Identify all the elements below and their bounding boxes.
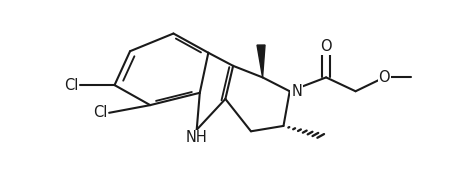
Text: Cl: Cl: [64, 78, 78, 93]
Text: O: O: [378, 70, 390, 85]
Text: Cl: Cl: [93, 105, 107, 120]
Polygon shape: [257, 45, 265, 77]
Text: NH: NH: [186, 130, 208, 145]
Text: N: N: [291, 84, 302, 99]
Text: O: O: [321, 39, 332, 54]
